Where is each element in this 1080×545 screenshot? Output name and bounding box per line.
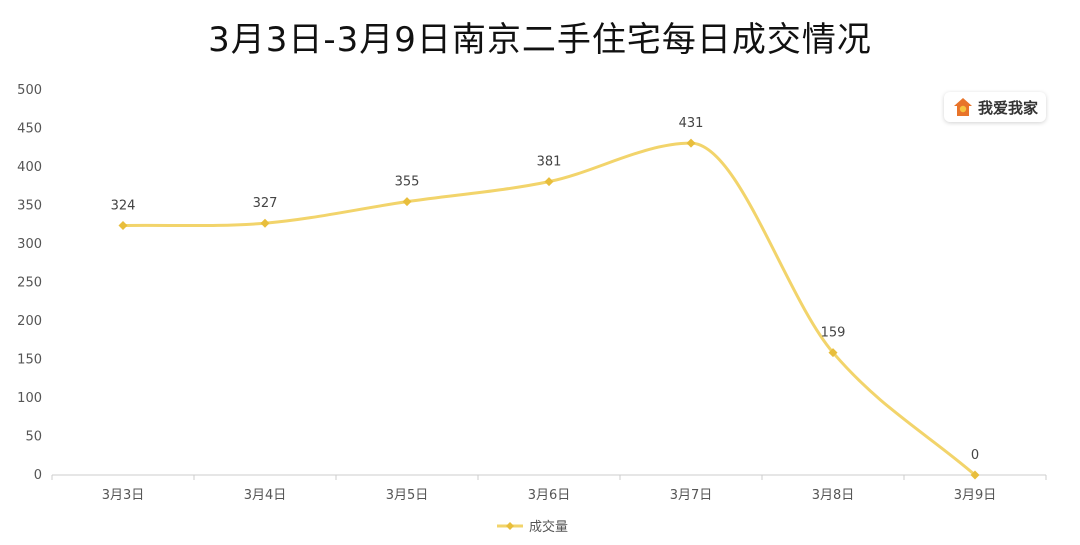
y-tick-label: 0 [34, 468, 42, 483]
data-point [118, 221, 128, 231]
data-point [544, 177, 554, 187]
series-line [121, 141, 977, 477]
brand-logo: 我爱我家 [943, 92, 1046, 122]
data-label: 431 [679, 116, 704, 131]
x-tick-label: 3月8日 [812, 488, 855, 503]
x-tick-label: 3月7日 [670, 488, 713, 503]
data-point [970, 470, 980, 480]
y-tick-label: 50 [25, 430, 42, 445]
x-tick-label: 3月5日 [386, 488, 429, 503]
y-tick-label: 250 [17, 276, 42, 291]
data-label: 327 [253, 196, 278, 211]
data-label: 0 [971, 448, 979, 463]
y-tick-label: 350 [17, 199, 42, 214]
y-tick-label: 400 [17, 160, 42, 175]
x-tick-label: 3月6日 [528, 488, 571, 503]
y-tick-label: 100 [17, 391, 42, 406]
data-point [828, 348, 838, 358]
data-point [260, 218, 270, 228]
house-logo-icon [953, 98, 972, 116]
data-label: 324 [111, 199, 136, 214]
x-tick-label: 3月4日 [244, 488, 287, 503]
data-point [402, 197, 412, 207]
data-label: 159 [821, 326, 846, 341]
x-tick-label: 3月9日 [954, 488, 997, 503]
x-tick-label: 3月3日 [102, 488, 145, 503]
y-tick-label: 300 [17, 237, 42, 252]
y-tick-label: 150 [17, 353, 42, 368]
data-label: 381 [537, 155, 562, 170]
y-tick-label: 450 [17, 122, 42, 137]
data-point [686, 138, 696, 148]
legend-swatch-marker [506, 522, 514, 530]
data-label: 355 [395, 175, 420, 190]
y-tick-label: 500 [17, 83, 42, 98]
chart-title: 3月3日-3月9日南京二手住宅每日成交情况 [208, 20, 872, 60]
legend-label: 成交量 [529, 519, 568, 535]
brand-label: 我爱我家 [977, 98, 1038, 117]
y-tick-label: 200 [17, 314, 42, 329]
